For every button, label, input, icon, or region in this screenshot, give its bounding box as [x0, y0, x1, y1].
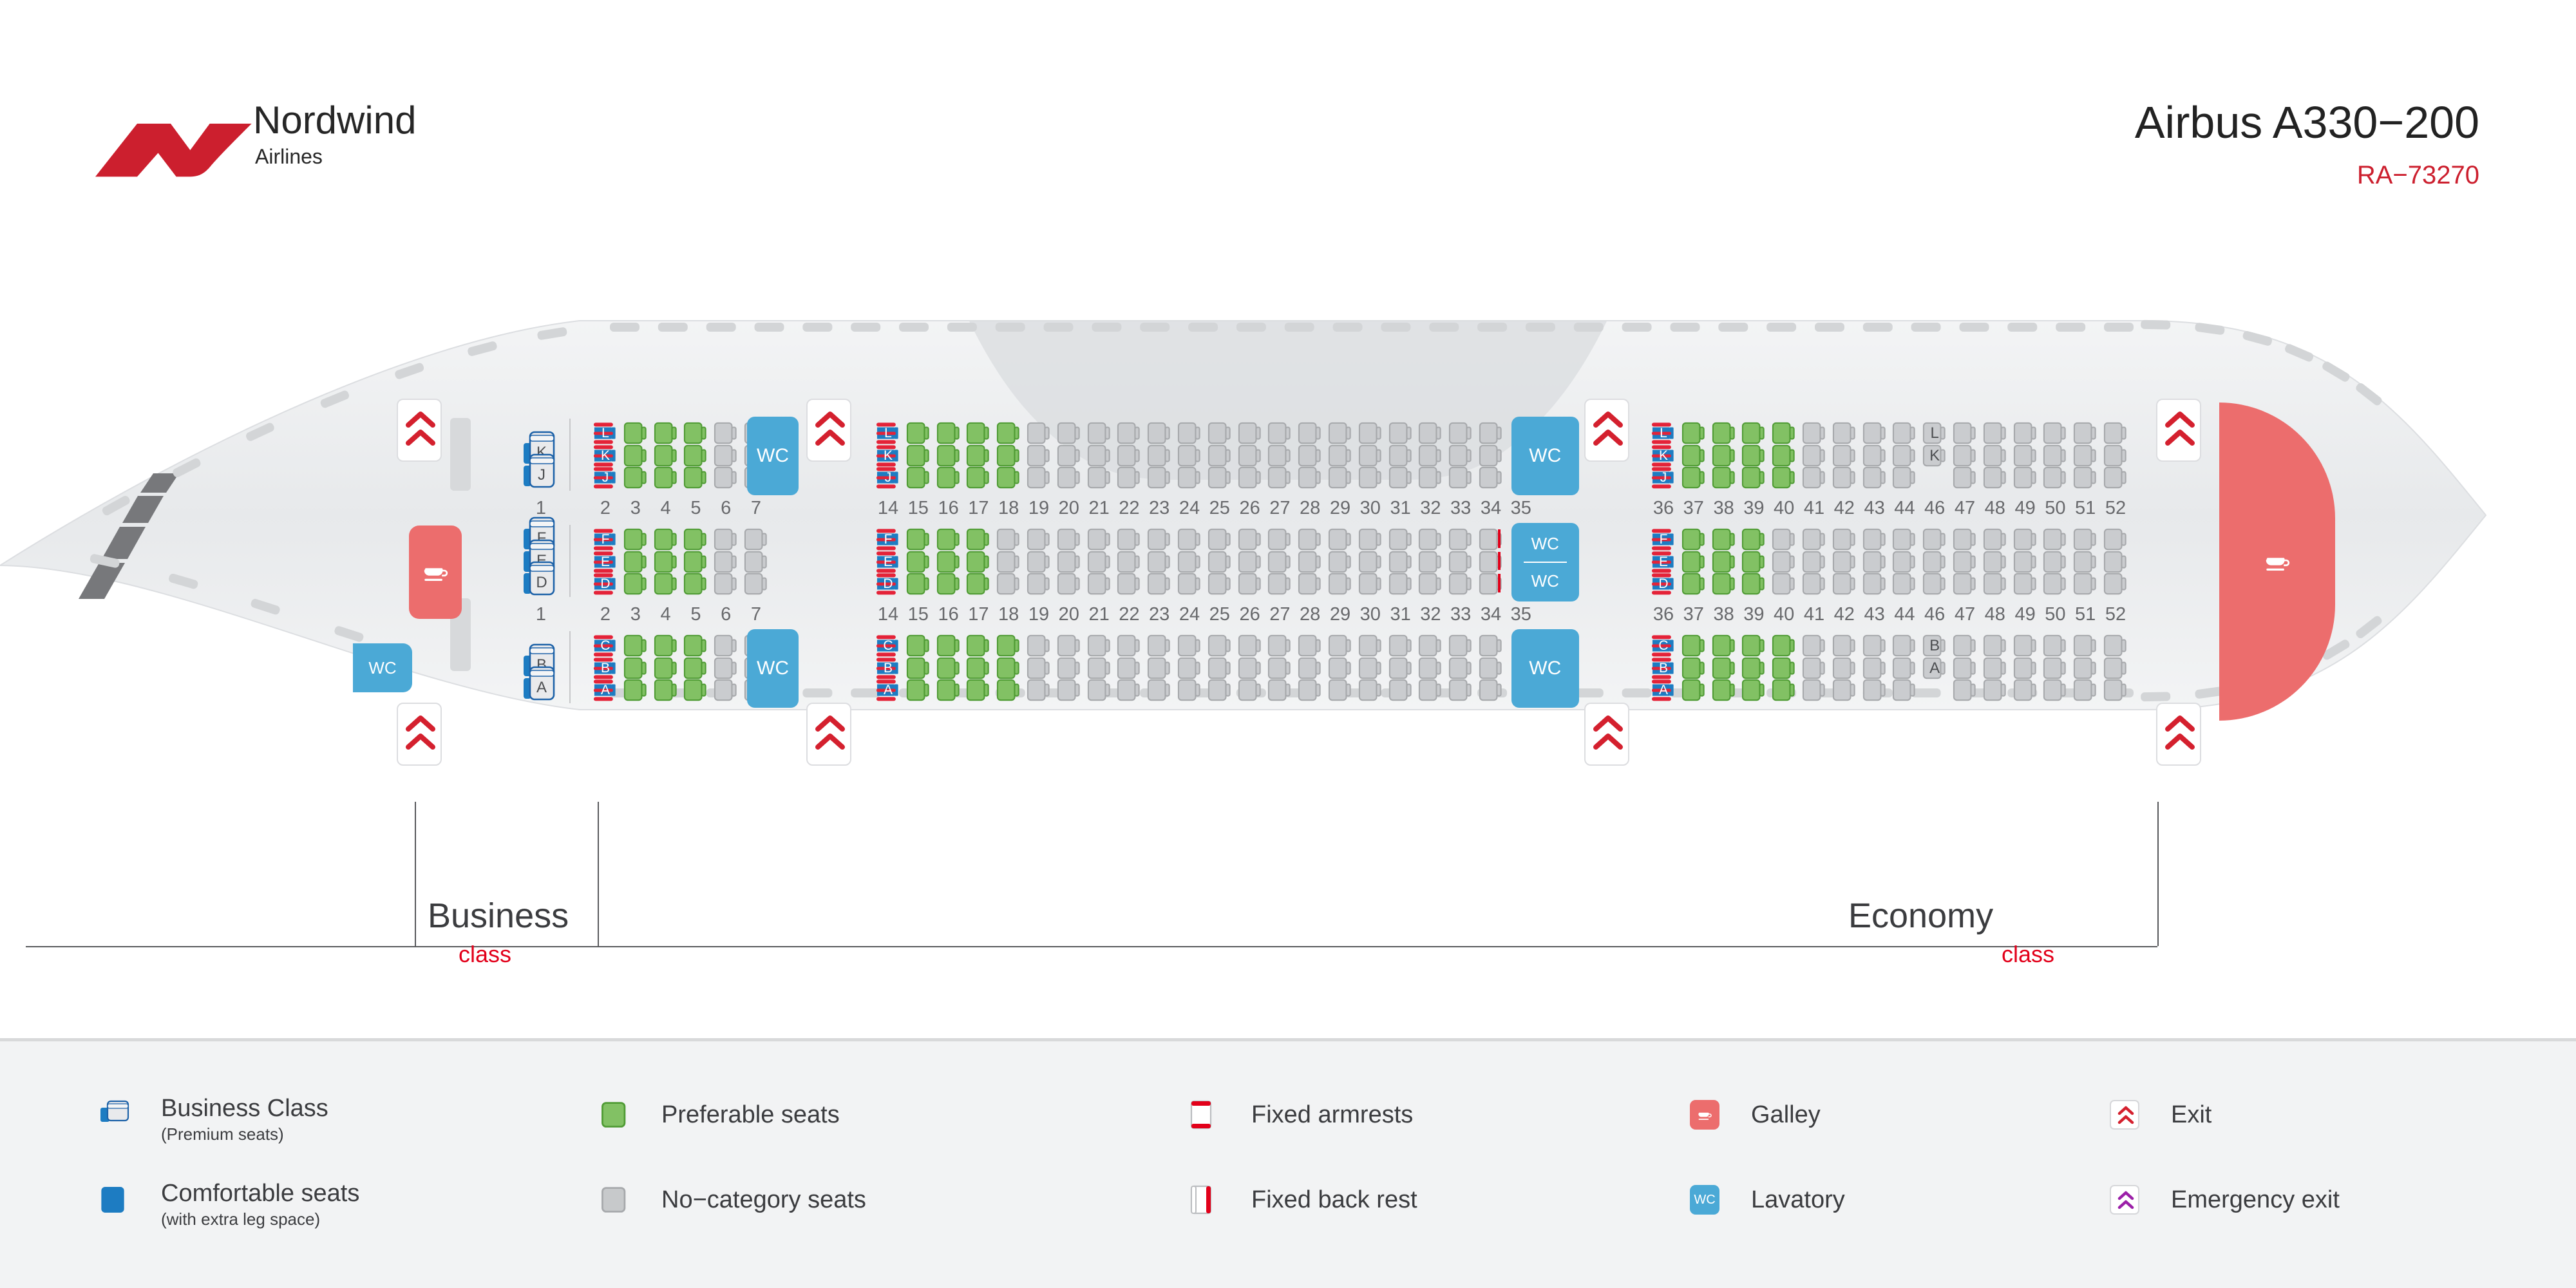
svg-text:D: D [536, 574, 547, 591]
svg-text:J: J [538, 466, 545, 484]
svg-text:A: A [536, 679, 547, 696]
